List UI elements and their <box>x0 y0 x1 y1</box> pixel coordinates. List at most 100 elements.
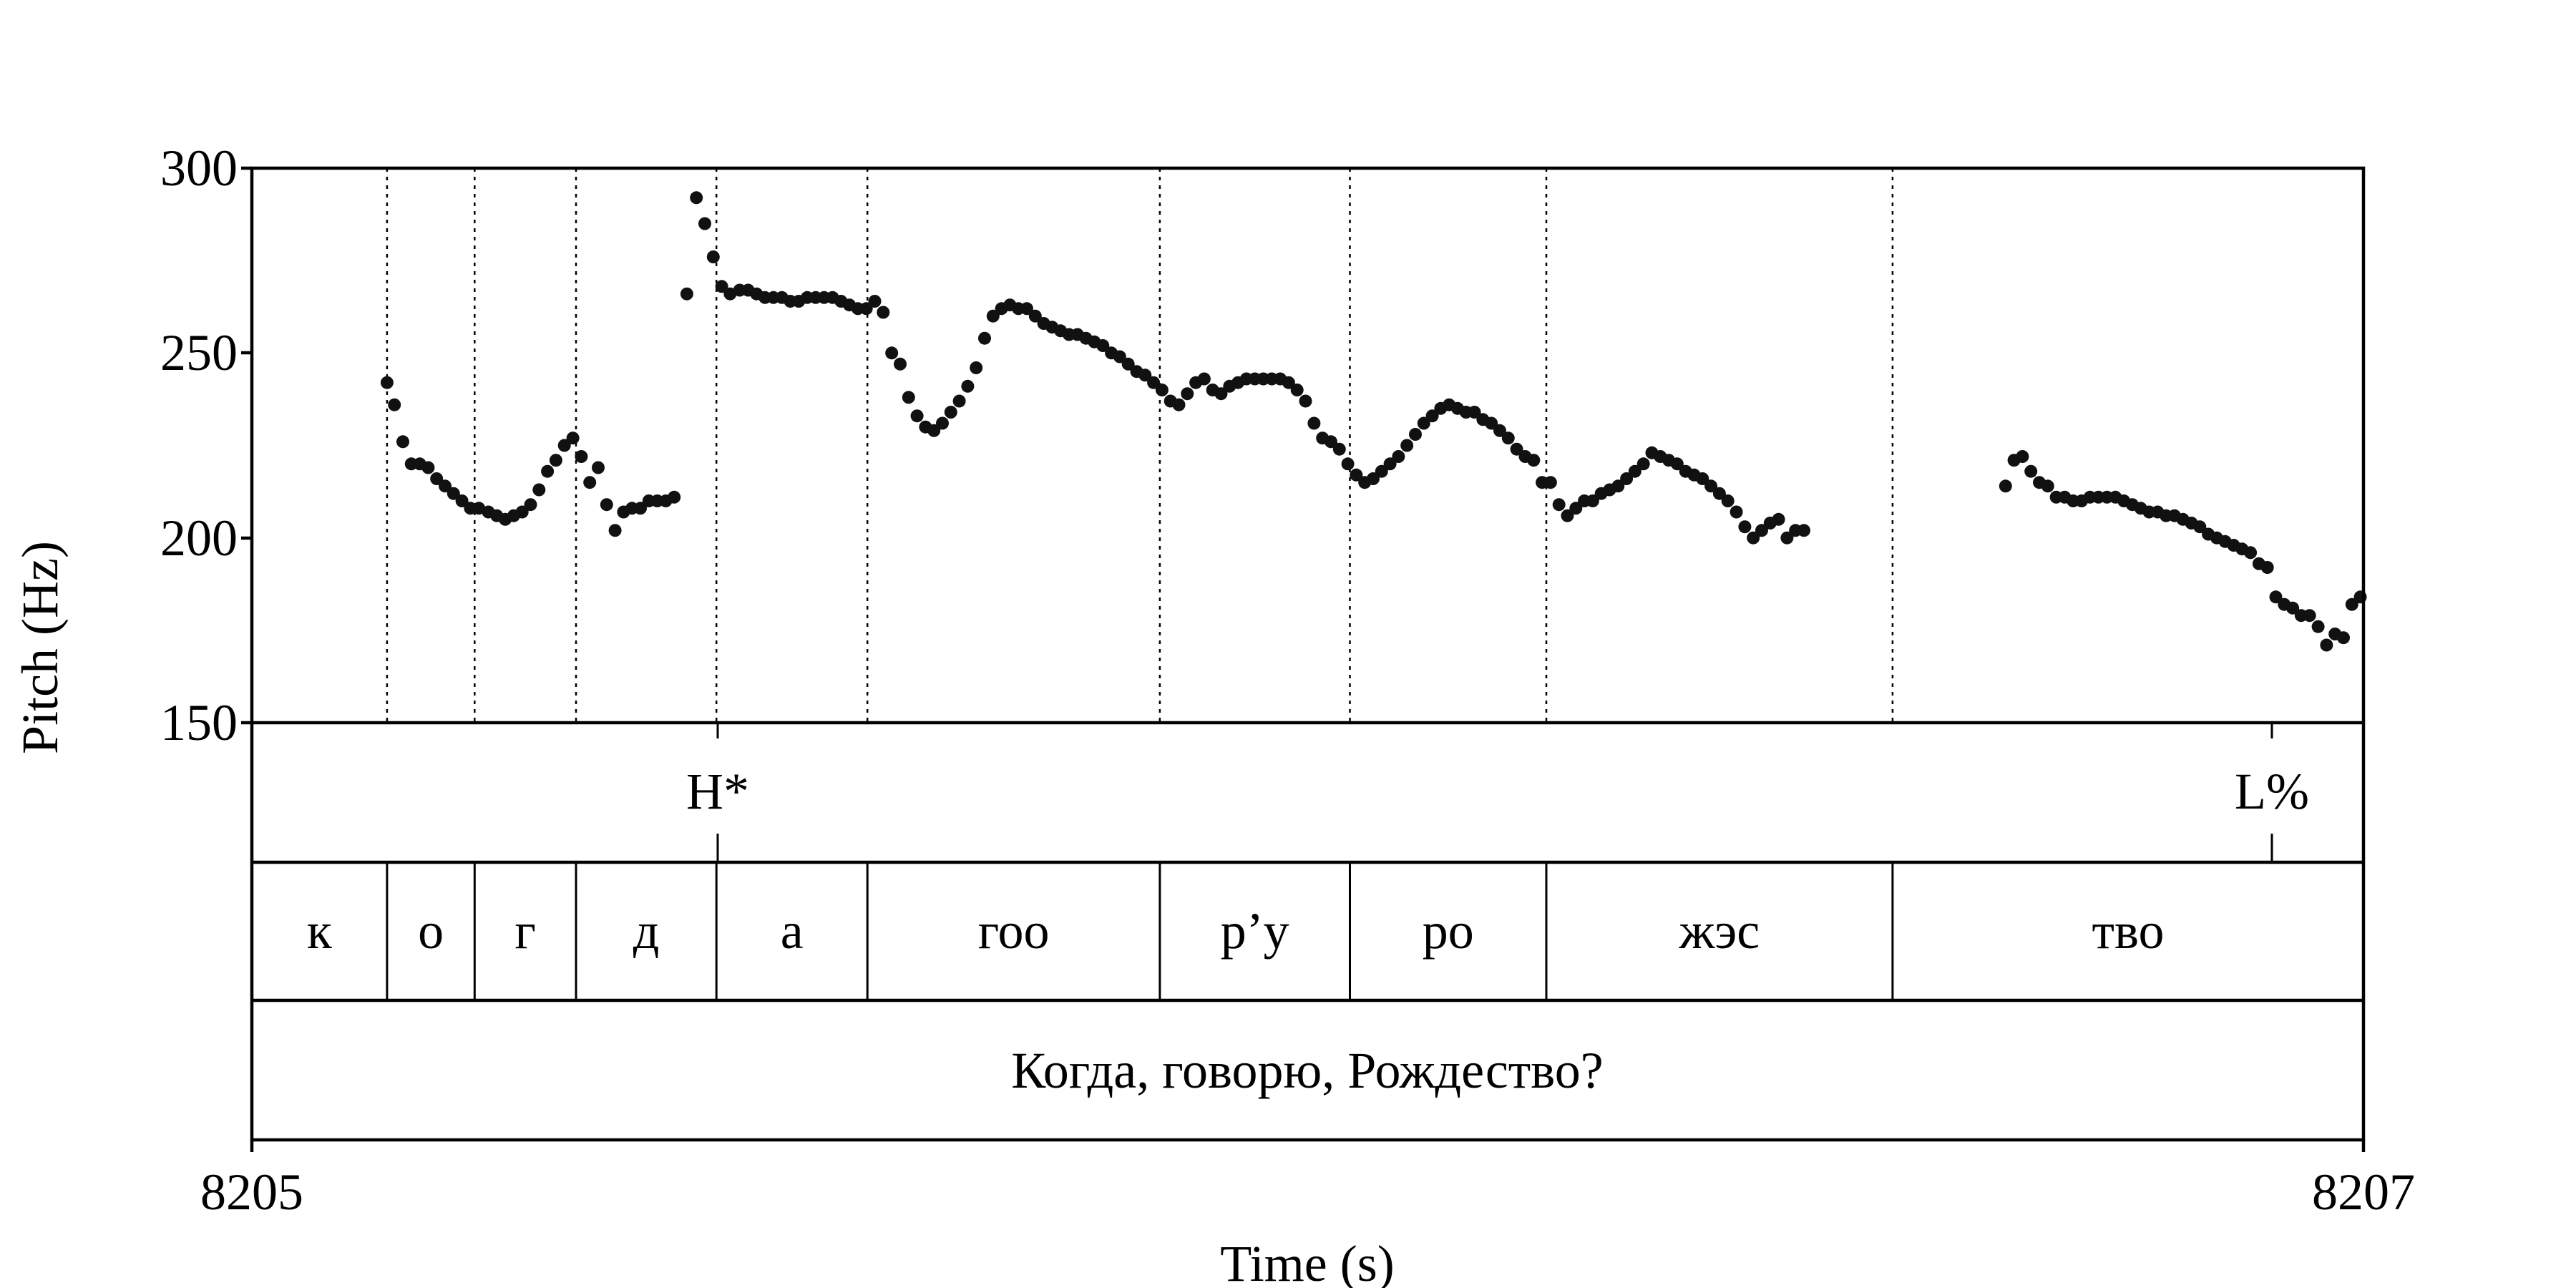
pitch-point-9 <box>455 494 469 507</box>
pitch-point-24 <box>583 476 597 489</box>
syllable-label-5: гоо <box>978 902 1050 960</box>
pitch-point-96 <box>1197 372 1211 386</box>
pitch-point-106 <box>1282 376 1295 389</box>
x-tick-label-8207: 8207 <box>2312 1163 2415 1221</box>
pitch-point-20 <box>549 454 562 467</box>
pitch-point-98 <box>1214 387 1228 401</box>
syllable-label-8: жэс <box>1679 902 1760 960</box>
pitch-point-17 <box>524 498 537 512</box>
pitch-point-34 <box>668 490 681 504</box>
syllable-label-7: ро <box>1423 902 1474 960</box>
boundary-guides <box>386 168 1894 723</box>
pitch-point-133 <box>1510 442 1523 456</box>
pitch-point-60 <box>894 357 907 371</box>
y-tick-label-200: 200 <box>160 509 238 567</box>
pitch-point-118 <box>1383 457 1397 471</box>
y-axis: 300 250 200 150 <box>160 140 252 751</box>
pitch-point-57 <box>868 295 882 308</box>
pitch-point-121 <box>1409 428 1422 441</box>
pitch-point-205 <box>2311 620 2325 633</box>
pitch-point-200 <box>2269 590 2283 604</box>
pitch-point-84 <box>1096 339 1110 352</box>
pitch-point-168 <box>1999 479 2012 493</box>
plot-frame <box>250 166 2366 1142</box>
pitch-point-71 <box>986 309 1000 323</box>
x-axis-title: Time (s) <box>1220 1235 1394 1288</box>
phrase-label: Когда, говорю, Рождество? <box>1011 1042 1603 1099</box>
pitch-point-2 <box>396 435 409 449</box>
pitch-point-206 <box>2320 638 2333 652</box>
pitch-point-135 <box>1527 454 1541 467</box>
pitch-point-37 <box>698 217 711 230</box>
pitch-point-138 <box>1552 498 1566 512</box>
pitch-point-161 <box>1747 531 1760 545</box>
syllable-tier: к о г д а гоо р’у ро жэс тво <box>307 862 2164 1000</box>
pitch-point-94 <box>1181 387 1194 401</box>
pitch-point-86 <box>1113 350 1126 364</box>
syllable-label-2: г <box>514 902 536 960</box>
pitch-point-18 <box>532 483 546 497</box>
pitch-point-165 <box>1780 531 1794 545</box>
pitch-point-19 <box>541 464 555 478</box>
pitch-point-66 <box>944 406 957 419</box>
pitch-point-204 <box>2303 609 2316 623</box>
pitch-point-61 <box>902 391 915 404</box>
pitch-point-23 <box>575 450 588 463</box>
pitch-point-130 <box>1485 416 1498 430</box>
pitch-point-157 <box>1712 487 1726 500</box>
pitch-point-119 <box>1392 450 1405 463</box>
tier-separators <box>252 721 2363 1002</box>
pitch-point-171 <box>2024 464 2038 478</box>
pitch-point-67 <box>952 394 966 408</box>
pitch-point-199 <box>2260 561 2274 574</box>
pitch-point-64 <box>927 424 941 437</box>
syllable-label-0: к <box>307 902 333 960</box>
pitch-point-209 <box>2345 597 2358 611</box>
x-tick-label-8205: 8205 <box>200 1163 303 1221</box>
pitch-point-38 <box>706 250 720 263</box>
tone-label-h-star: H* <box>686 763 749 820</box>
pitch-point-139 <box>1561 509 1574 522</box>
pitch-point-7 <box>439 479 452 493</box>
pitch-point-164 <box>1772 512 1785 526</box>
pitch-point-128 <box>1468 406 1481 419</box>
pitch-point-152 <box>1670 457 1684 471</box>
pitch-point-36 <box>690 191 703 205</box>
pitch-point-159 <box>1729 505 1743 519</box>
y-tick-label-250: 250 <box>160 324 238 381</box>
pitch-point-8 <box>447 487 460 500</box>
pitch-point-75 <box>1020 302 1033 316</box>
pitch-point-56 <box>859 302 873 316</box>
pitch-point-140 <box>1569 502 1583 515</box>
pitch-point-93 <box>1172 398 1186 411</box>
pitch-point-58 <box>877 306 890 319</box>
syllable-label-4: а <box>781 902 804 960</box>
pitch-point-16 <box>515 505 529 519</box>
syllable-label-3: д <box>633 902 660 960</box>
pitch-point-113 <box>1341 457 1355 471</box>
pitch-point-156 <box>1704 479 1718 493</box>
pitch-point-173 <box>2041 479 2054 493</box>
pitch-point-1 <box>388 398 401 411</box>
pitch-point-116 <box>1367 472 1380 485</box>
pitch-point-108 <box>1299 394 1312 408</box>
pitch-point-208 <box>2337 631 2350 645</box>
pitch-point-117 <box>1375 464 1388 478</box>
pitch-point-160 <box>1738 520 1752 534</box>
pitch-point-65 <box>936 416 949 430</box>
pitch-point-202 <box>2286 601 2300 615</box>
x-axis: 8205 8207 Time (s) <box>200 1140 2415 1288</box>
pitch-point-132 <box>1501 431 1515 445</box>
pitch-points <box>380 191 2367 652</box>
y-tick-label-300: 300 <box>160 140 238 197</box>
pitch-point-70 <box>978 331 991 345</box>
pitch-point-120 <box>1400 439 1414 452</box>
pitch-point-145 <box>1611 479 1625 493</box>
syllable-label-1: о <box>418 902 444 960</box>
pitch-point-30 <box>634 502 647 515</box>
pitch-point-59 <box>885 346 899 360</box>
pitch-point-147 <box>1628 464 1641 478</box>
pitch-point-111 <box>1324 435 1337 449</box>
syllable-label-6: р’у <box>1221 902 1289 960</box>
pitch-point-197 <box>2244 546 2258 560</box>
